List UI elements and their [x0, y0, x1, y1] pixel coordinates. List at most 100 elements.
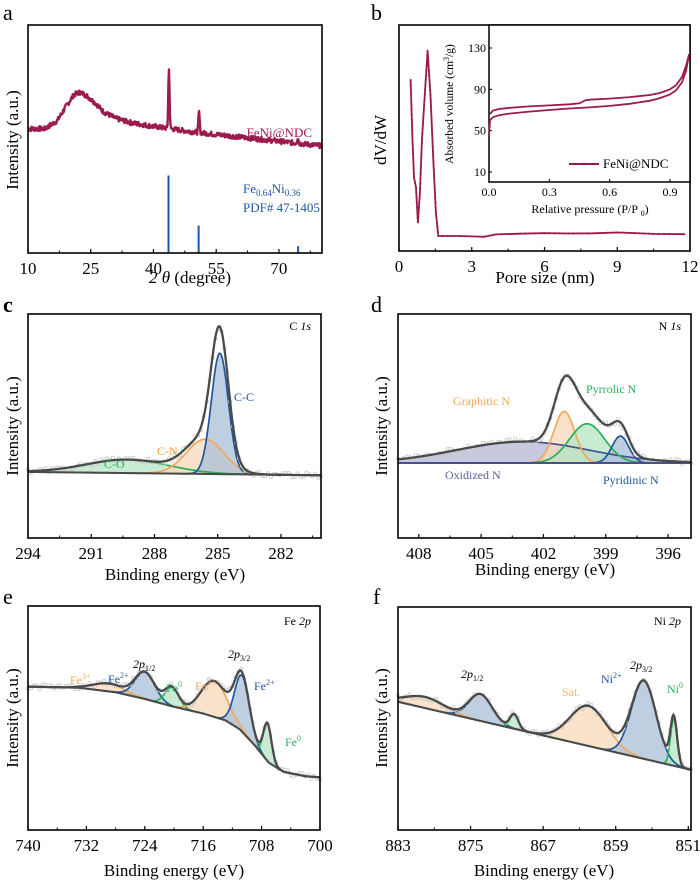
b-psd-marker [434, 206, 437, 209]
b-psd-marker [411, 133, 414, 136]
b-psd-marker [411, 128, 414, 131]
inset-ytick-label: 10 [474, 165, 486, 179]
d-region-orb: 1s [670, 319, 681, 333]
b-psd-marker [415, 201, 418, 204]
inset-xtick-label: 0.0 [482, 185, 497, 199]
d-xtick-label: 405 [468, 544, 494, 563]
c-region-orb: 1s [300, 319, 311, 333]
b-psd-marker [427, 59, 430, 62]
b-psd-marker [567, 232, 570, 235]
f-raw-point [615, 733, 620, 738]
panel-b-pore-size: 0 3 6 9 12 10 50 90 130 0.0 0.3 0.6 0.9 [395, 24, 699, 276]
b-psd-marker [657, 232, 660, 235]
b-psd-marker [533, 232, 536, 235]
panel-f-ni2p: 883 875 867 859 851 [385, 606, 700, 855]
inset-ylabel-sup: 3 [442, 57, 451, 61]
b-psd-marker [429, 89, 432, 92]
e-region-el: Fe [284, 614, 299, 628]
d-label-pyrrolic: Pyrrolic N [586, 382, 637, 396]
b-psd-marker [432, 165, 435, 168]
b-psd-marker [430, 120, 433, 123]
e-xlabel: Binding energy (eV) [104, 861, 244, 880]
e-component-fill [28, 675, 320, 778]
e-region-orb: 2p [299, 614, 311, 628]
b-psd-marker [428, 79, 431, 82]
b-psd-marker [434, 196, 437, 199]
f-label-2p12: 2p1/2 [461, 667, 483, 683]
a-xtick-label: 10 [20, 259, 37, 278]
f-xtick-label: 859 [603, 836, 629, 855]
b-psd-marker [413, 176, 416, 179]
b-psd-marker [409, 79, 412, 81]
b-psd-marker [446, 235, 449, 237]
b-psd-marker [419, 172, 422, 175]
b-psd-marker [543, 232, 546, 235]
b-xtick-label: 9 [613, 257, 622, 276]
b-psd-marker [423, 103, 426, 106]
f-ylabel: Intensity (a.u.) [372, 668, 391, 768]
b-psd-marker [435, 220, 438, 223]
d-plot-frame [397, 313, 692, 539]
e-label-fe0-a: Fe0 [166, 680, 182, 695]
b-psd-marker [642, 232, 645, 235]
inset-ylabel-post: /g) [444, 44, 456, 57]
b-xtick-label: 0 [395, 257, 404, 276]
a-ref-formula: Fe0.64Ni0.36 [243, 181, 301, 198]
b-psd-marker [425, 74, 428, 77]
b-psd-marker [416, 206, 419, 209]
b-psd-marker [622, 231, 625, 234]
f-label-sat: Sat. [562, 685, 580, 699]
a-ref-pdf: PDF# 47-1405 [243, 200, 320, 215]
b-xlabel: Pore size (nm) [495, 268, 594, 287]
inset-xtick-label: 0.6 [602, 185, 617, 199]
b-inset-frame [488, 24, 691, 183]
c-xtick-label: 291 [78, 544, 104, 563]
b-psd-marker [433, 176, 436, 179]
b-psd-marker [424, 88, 427, 91]
b-psd-marker [425, 64, 428, 67]
b-psd-marker [420, 162, 423, 165]
inset-ylabel-pre: Absorbed volume (cm [444, 61, 456, 164]
b-psd-marker [572, 232, 575, 235]
b-psd-marker [412, 166, 415, 169]
e-xtick-label: 708 [249, 836, 275, 855]
c-ylabel: Intensity (a.u.) [3, 376, 22, 476]
b-psd-marker [411, 138, 414, 141]
inset-isotherm-desorption [489, 53, 690, 115]
a-ref-ni: Ni [272, 181, 285, 196]
b-psd-marker [410, 108, 413, 111]
inset-xlabel: Relative pressure (P/P 0) [531, 202, 648, 218]
b-psd-marker [638, 232, 641, 235]
b-psd-marker [417, 206, 420, 209]
panel-label-a: a [3, 0, 13, 25]
b-psd-marker [482, 235, 485, 238]
a-legend-feni: FeNi@NDC [247, 125, 312, 140]
b-psd-marker [476, 235, 479, 238]
b-psd-marker [410, 118, 413, 121]
b-psd-marker [428, 74, 431, 77]
f-component-fill [398, 696, 691, 770]
a-xlabel-theta: 2 θ [149, 268, 170, 287]
b-psd-marker [424, 79, 427, 81]
b-psd-marker [432, 155, 435, 158]
b-psd-marker [423, 98, 426, 101]
b-psd-marker [421, 127, 424, 130]
b-psd-marker [668, 233, 671, 236]
b-psd-marker [422, 118, 425, 120]
b-psd-marker [514, 232, 517, 235]
d-raw-point [513, 437, 518, 442]
e-label-fe2-b: Fe2+ [254, 678, 275, 693]
b-psd-marker [436, 230, 439, 233]
a-xtick-label: 70 [270, 259, 287, 278]
b-psd-marker [417, 211, 420, 214]
b-psd-marker [421, 132, 424, 135]
e-label-2p12: 2p1/2 [133, 657, 155, 673]
b-psd-marker [548, 232, 551, 235]
f-plot-frame [397, 606, 692, 831]
a-plot-frame [27, 24, 323, 254]
panel-label-c: c [3, 292, 13, 317]
b-psd-marker [417, 216, 420, 219]
b-psd-marker [430, 115, 433, 117]
b-psd-marker [432, 160, 435, 163]
